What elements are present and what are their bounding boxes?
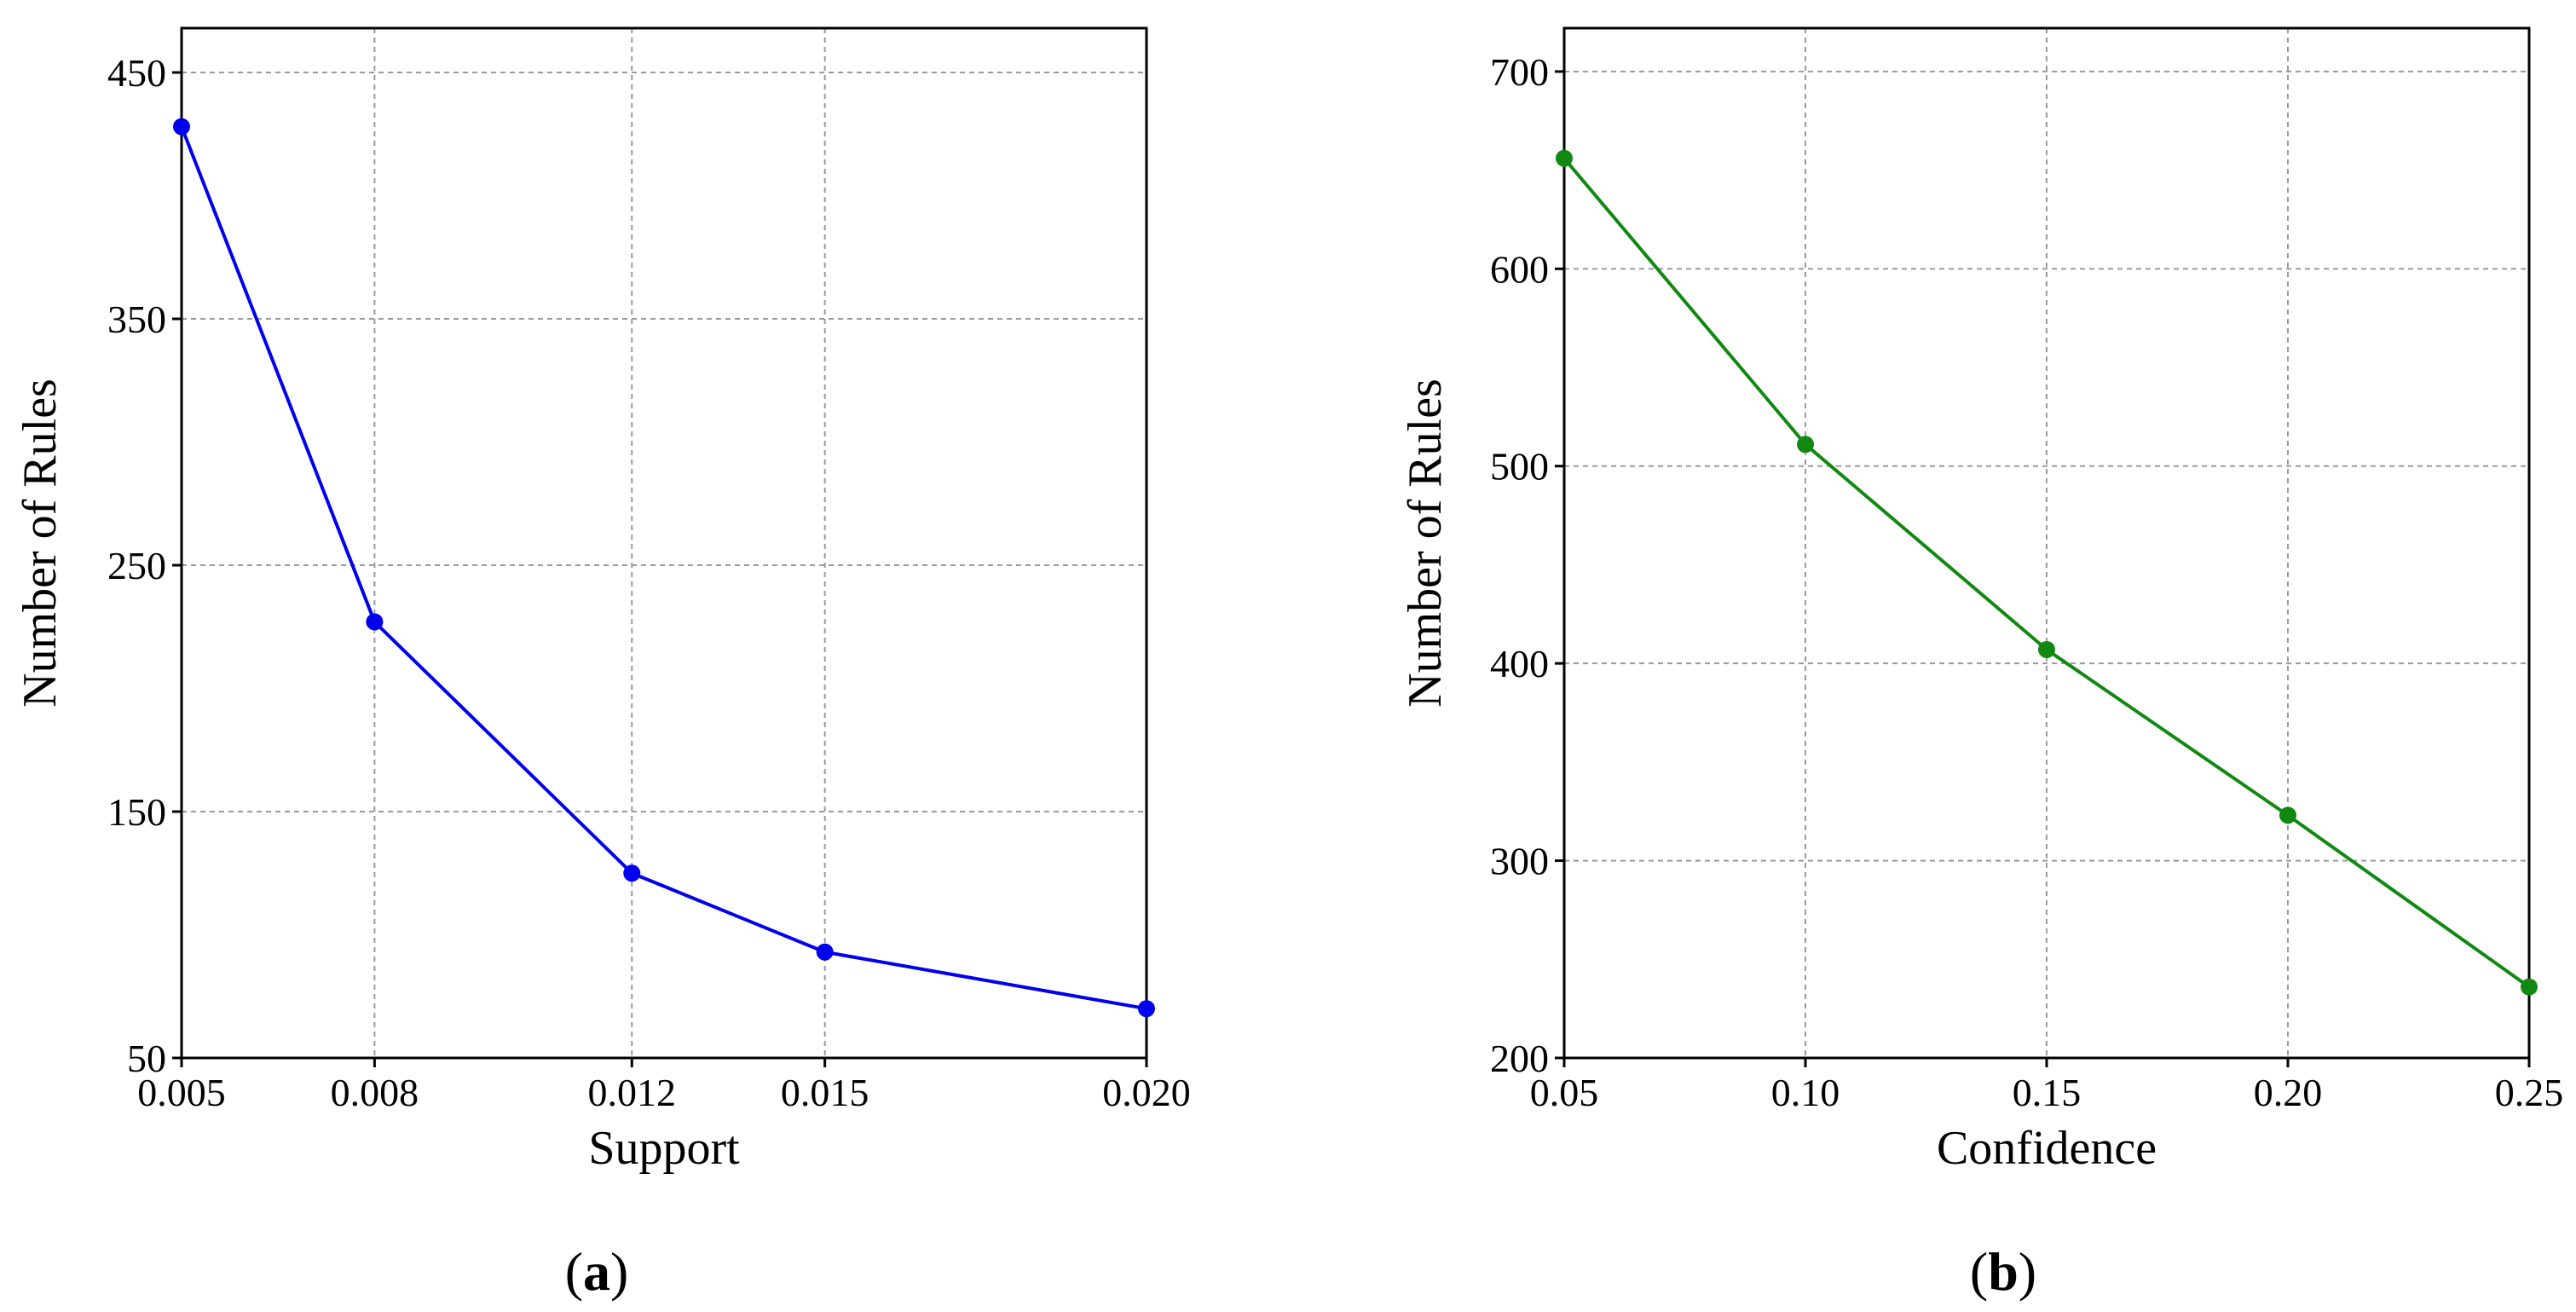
x-tick-label: 0.15 — [2013, 1071, 2082, 1114]
y-axis-title: Number of Rules — [14, 379, 66, 708]
x-tick-label: 0.25 — [2495, 1071, 2564, 1114]
y-tick-label: 50 — [127, 1037, 166, 1080]
y-tick-label: 500 — [1490, 445, 1549, 488]
data-point — [623, 864, 641, 882]
x-tick-label: 0.05 — [1530, 1071, 1599, 1114]
caption-paren-close: ) — [2019, 1241, 2036, 1302]
y-tick-label: 150 — [107, 790, 166, 834]
x-tick-label: 0.008 — [331, 1071, 419, 1114]
data-point — [366, 613, 384, 631]
y-tick-label: 400 — [1490, 642, 1549, 685]
x-tick-label: 0.005 — [137, 1071, 226, 1114]
data-point — [2521, 978, 2538, 996]
x-axis-title: Support — [588, 1122, 740, 1175]
y-tick-label: 250 — [107, 544, 166, 587]
caption-letter: b — [1988, 1241, 2019, 1302]
x-tick-label: 0.10 — [1771, 1071, 1840, 1114]
plot-frame — [180, 26, 1148, 1060]
y-axis-title: Number of Rules — [1399, 379, 1452, 708]
data-point — [1556, 149, 1573, 167]
y-tick-label: 450 — [107, 51, 166, 95]
caption-paren-close: ) — [610, 1241, 628, 1302]
y-tick-label: 350 — [107, 298, 166, 341]
caption-letter: a — [583, 1241, 610, 1302]
panel-caption: (b) — [1970, 1241, 2036, 1302]
x-tick-label: 0.015 — [781, 1071, 869, 1114]
x-tick-label: 0.012 — [588, 1071, 677, 1114]
x-tick-label: 0.020 — [1102, 1071, 1191, 1114]
panel-caption: (a) — [565, 1241, 629, 1302]
x-axis-title: Confidence — [1937, 1122, 2157, 1175]
panel-a: 0.005 0.008 0.012 0.015 0.020 50 150 250 350 450 S… — [14, 26, 1191, 1302]
x-tick-label: 0.20 — [2254, 1071, 2323, 1114]
data-point — [1797, 436, 1814, 454]
data-point — [173, 118, 190, 136]
y-tick-label: 300 — [1490, 840, 1549, 883]
y-tick-label: 600 — [1490, 247, 1549, 291]
caption-paren-open: ( — [565, 1241, 583, 1302]
data-point — [1138, 1000, 1155, 1018]
y-tick-label: 700 — [1490, 50, 1549, 94]
series-line — [180, 125, 1147, 1011]
data-point — [816, 943, 834, 961]
panel-b: 0.05 0.10 0.15 0.20 0.25 200 300 400 500 600 700 Co… — [1399, 26, 2564, 1302]
data-point — [2038, 640, 2055, 658]
caption-paren-open: ( — [1970, 1241, 1988, 1302]
y-tick-label: 200 — [1490, 1037, 1549, 1080]
data-point — [2279, 806, 2296, 824]
